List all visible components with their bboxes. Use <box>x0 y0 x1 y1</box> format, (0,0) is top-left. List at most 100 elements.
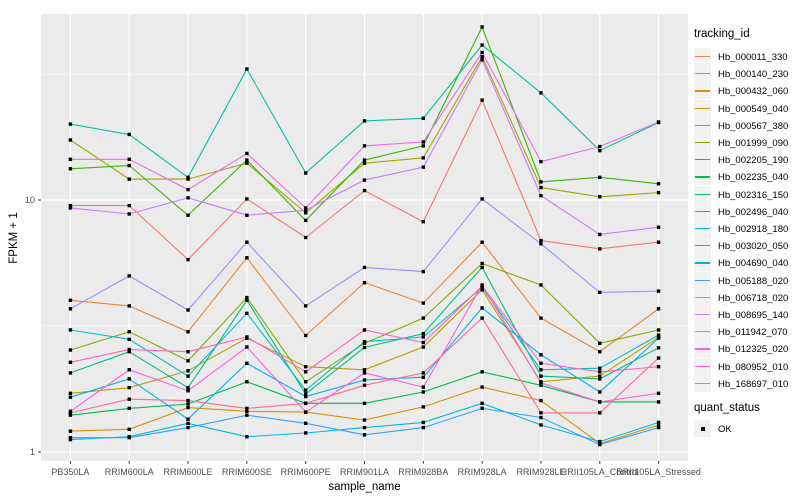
data-point <box>656 365 661 369</box>
data-point <box>245 409 249 414</box>
legend-key-line-icon <box>695 279 710 281</box>
x-tick-label-PB350LA: PB350LA <box>51 467 90 477</box>
data-point <box>303 431 308 435</box>
data-point <box>656 346 661 350</box>
data-point <box>186 213 190 217</box>
data-point <box>656 328 661 332</box>
data-point <box>480 288 484 292</box>
data-point <box>245 406 249 411</box>
data-point <box>656 423 661 427</box>
legend-item-label: Hb_002205_190 <box>718 155 789 167</box>
legend-item-label: Hb_002316_150 <box>718 189 789 201</box>
data-point <box>480 265 484 270</box>
data-point <box>598 350 602 354</box>
legend-key-line-icon <box>695 228 710 230</box>
legend-key-line-icon <box>695 331 710 333</box>
quant-ok-point-icon <box>700 426 705 431</box>
data-point <box>68 203 73 208</box>
data-point <box>656 289 661 293</box>
data-point <box>186 374 190 378</box>
data-point <box>362 368 367 372</box>
data-point <box>362 144 367 148</box>
legend-key-box <box>694 254 711 272</box>
data-point <box>68 167 73 171</box>
data-point <box>303 410 308 414</box>
legend-title-quant-status: quant_status <box>694 402 760 414</box>
legend-title-tracking-id: tracking_id <box>694 28 750 40</box>
data-point <box>480 406 484 411</box>
data-point <box>362 378 367 382</box>
data-point <box>127 157 131 162</box>
data-point <box>362 178 367 182</box>
data-point <box>127 377 131 381</box>
data-point <box>539 383 543 387</box>
data-point <box>68 411 73 415</box>
data-point <box>68 395 73 399</box>
legend-key-line-icon <box>695 159 710 161</box>
data-point <box>245 435 249 439</box>
legend-item-label: Hb_002918_180 <box>718 224 789 235</box>
legend-key-line-icon <box>695 365 710 367</box>
data-point <box>480 197 484 201</box>
data-point <box>480 370 484 374</box>
data-point <box>656 356 661 360</box>
data-point <box>245 361 249 365</box>
x-tick-label-RRII105LA_Stressed: RRII105LA_Stressed <box>616 467 701 477</box>
legend-key-line-icon <box>695 314 710 316</box>
data-point <box>539 238 543 243</box>
data-point <box>539 159 543 164</box>
data-point <box>598 247 602 251</box>
legend-key-line-icon <box>695 176 710 178</box>
data-point <box>480 261 484 266</box>
data-point <box>539 361 543 365</box>
data-point <box>539 316 543 320</box>
data-point <box>186 398 190 403</box>
data-point <box>186 402 190 406</box>
data-point <box>186 257 190 262</box>
legend-key-box <box>694 48 711 65</box>
data-point <box>480 98 484 102</box>
data-point <box>480 284 484 288</box>
data-point <box>421 345 426 349</box>
legend-item-label: Hb_004690_040 <box>718 258 789 270</box>
data-point <box>68 413 73 417</box>
legend-item-label: Hb_000432_060 <box>718 86 789 98</box>
data-point <box>245 311 249 316</box>
data-point <box>421 340 426 345</box>
legend-item-label: Hb_080952_010 <box>718 361 789 373</box>
data-point <box>245 240 249 244</box>
legend-key-line-icon <box>695 56 710 58</box>
legend-item-label: Hb_001999_090 <box>718 138 789 149</box>
legend-key-line-icon <box>695 73 710 75</box>
data-point <box>186 421 190 425</box>
data-point <box>598 370 602 374</box>
data-point <box>68 157 73 162</box>
data-point <box>480 55 484 59</box>
legend-item-label: Hb_168697_010 <box>718 378 789 390</box>
legend-item-label: Hb_000140_230 <box>718 69 789 81</box>
data-point <box>421 116 426 120</box>
data-point <box>656 307 661 311</box>
data-point <box>362 280 367 285</box>
data-point <box>656 225 661 229</box>
data-point <box>303 365 308 369</box>
legend-key-line-icon <box>695 262 710 264</box>
data-point <box>656 182 661 186</box>
data-point <box>421 165 426 169</box>
data-point <box>362 188 367 193</box>
data-point <box>303 218 308 223</box>
data-point <box>186 389 190 393</box>
legend-item-label: Hb_011942_070 <box>718 327 788 339</box>
data-point <box>480 385 484 389</box>
data-point <box>480 58 484 62</box>
data-point <box>127 330 131 334</box>
data-point <box>421 371 426 375</box>
data-point <box>539 91 543 95</box>
legend-item-label: OK <box>718 424 732 435</box>
data-point <box>303 421 308 425</box>
data-point <box>598 439 602 444</box>
data-point <box>362 119 367 123</box>
data-point <box>186 175 190 180</box>
data-point <box>656 333 661 337</box>
